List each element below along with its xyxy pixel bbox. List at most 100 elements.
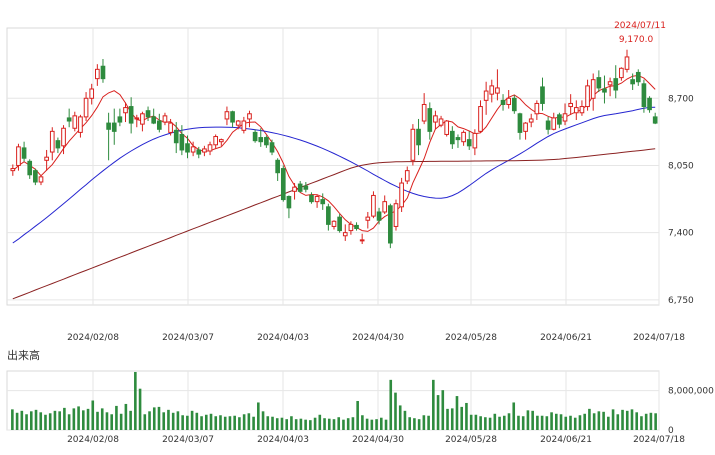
candle-body-up [342,232,348,237]
candle-body-up [224,111,230,120]
volume-bar [176,411,180,430]
candle-body-down [106,122,111,130]
volume-bar [607,416,610,430]
volume-bar [167,409,170,430]
candle-body-down [517,113,523,133]
volume-bar [394,392,397,430]
volume-bar [578,415,582,430]
volume-bar [134,371,137,430]
candle-body-up [89,88,95,99]
volume-bar [39,412,43,430]
price-y-tick-labels: 8,700 8,050 7,400 6,750 [668,94,694,306]
volume-bars [11,371,657,430]
candle-body-up [190,146,196,153]
volume-bar [555,413,558,430]
candle-body-up [382,201,388,213]
candle-body-up [421,103,427,122]
volume-bar [209,413,213,430]
candle-body-down [602,88,607,93]
candle-body-up [16,146,21,166]
candle-body-down [320,199,326,205]
price-y-tick-label: 8,050 [668,161,694,171]
volume-bar [219,415,222,430]
volume-bar [20,410,24,430]
volume-bar [25,414,28,430]
candle-body-up [331,220,337,227]
volume-title: 出来高 [7,348,40,362]
candle-body-up [235,120,241,126]
volume-bar [157,406,161,430]
volume-bar [271,416,274,430]
candle-body-down [596,77,602,89]
volume-bar [86,408,90,430]
volume-bar [597,411,601,430]
volume-bar [450,408,454,430]
volume-bar [204,414,208,430]
candle-body-down [337,216,342,232]
volume-x-tick-label: 2024/05/28 [445,435,497,445]
candle-body-up [444,120,450,135]
candle-body-up [72,115,78,129]
volume-bar [621,409,624,430]
volume-bar [143,414,147,430]
candle-body-up [523,122,528,132]
moving-average-line-3 [12,148,656,300]
volume-bar [247,413,251,430]
candle-body-up [365,216,371,221]
candle-body-up [478,106,483,132]
volume-bar [233,415,236,430]
candle-body-up [359,239,365,242]
volume-bar [379,417,383,430]
volume-bar [337,417,341,430]
volume-bar [72,408,76,430]
volume-bar [266,416,270,430]
volume-bar [332,419,336,430]
volume-bar [616,414,620,430]
candle-body-up [95,68,100,80]
price-y-tick-label: 6,750 [668,296,694,306]
candle-body-down [540,86,545,104]
volume-bar [654,413,657,430]
volume-bar [583,413,586,430]
volume-bar [195,412,199,430]
candle-body-up [438,118,444,126]
candle-body-down [500,99,506,105]
volume-bar [526,410,530,430]
candle-body-up [134,117,140,120]
volume-bar [602,411,605,430]
candle-body-down [280,168,286,201]
candle-body-up [241,120,247,131]
candle-body-up [551,117,557,130]
candle-body-up [44,156,49,161]
volume-y-tick-label: 0 [668,426,674,436]
candle-body-down [557,114,562,125]
price-x-tick-label: 2024/03/07 [162,333,214,343]
volume-bar [517,415,520,430]
volume-bar [53,410,57,430]
volume-bar [294,419,298,430]
candle-body-down [264,137,269,146]
volume-bar [119,413,123,430]
price-x-tick-label: 2024/04/03 [257,333,309,343]
candle-body-up [202,148,207,153]
candle-body-down [376,211,382,221]
candle-body-down [635,71,641,83]
candle-body-up [489,85,495,95]
candle-body-down [545,120,551,130]
price-x-tick-label: 2024/05/28 [445,333,497,343]
volume-bar [512,402,516,430]
candle-body-down [55,140,61,149]
candle-body-up [49,130,55,153]
volume-bar [625,410,629,430]
volume-bar [15,412,19,430]
volume-bar [611,409,615,430]
candlesticks [10,49,658,249]
volume-bar [375,419,378,430]
volume-bar [644,413,648,430]
volume-bar [365,418,369,430]
volume-bar [630,409,634,430]
price-x-tick-label: 2024/02/08 [67,333,119,343]
volume-bar [138,388,142,430]
volume-bar [441,390,445,430]
candle-body-up [562,113,568,122]
